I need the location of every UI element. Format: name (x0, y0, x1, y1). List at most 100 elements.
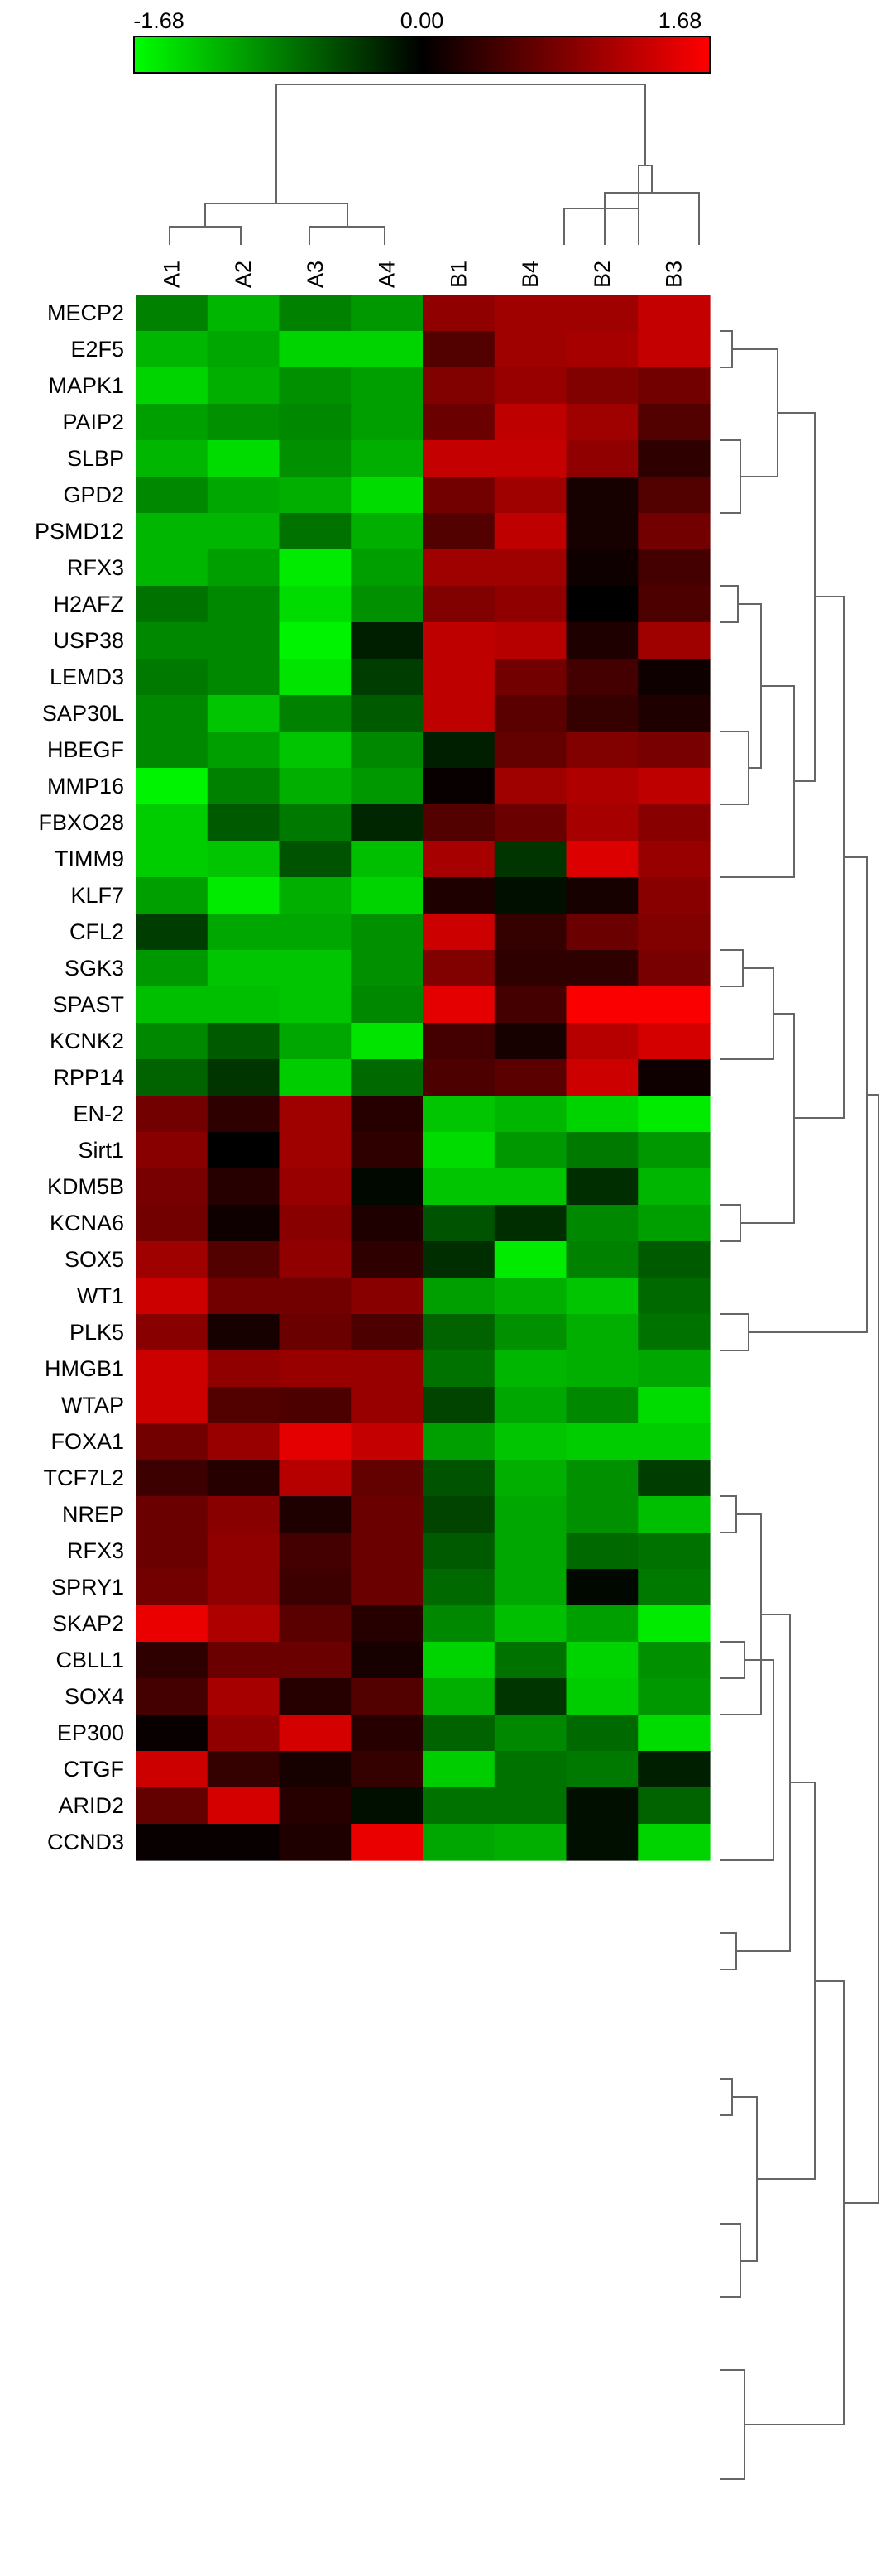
heatmap-cells (136, 295, 711, 1861)
row-label: PLK5 (69, 1320, 124, 1345)
heatmap-cell (494, 1533, 567, 1570)
heatmap-cell (136, 1496, 208, 1533)
heatmap-cell (423, 1460, 496, 1497)
heatmap-cell (638, 1168, 711, 1206)
column-label: A3 (303, 261, 328, 288)
heatmap-cell (136, 986, 208, 1024)
heatmap-cell (638, 950, 711, 987)
heatmap-cell (279, 367, 352, 405)
heatmap-cell (279, 1387, 352, 1424)
heatmap-cell (207, 513, 280, 550)
heatmap-cell (279, 1096, 352, 1133)
heatmap-cell (279, 1278, 352, 1315)
heatmap-cell (351, 804, 424, 842)
heatmap-cell (279, 1496, 352, 1533)
heatmap-cell (566, 477, 639, 514)
heatmap-cell (279, 440, 352, 477)
heatmap-cell (351, 1278, 424, 1315)
heatmap-cell (207, 295, 280, 332)
row-label: TCF7L2 (43, 1465, 124, 1490)
heatmap-cell (638, 549, 711, 587)
heatmap-cell (136, 586, 208, 623)
heatmap-cell (638, 768, 711, 805)
column-label: A2 (231, 261, 256, 288)
heatmap-cell (351, 549, 424, 587)
row-label: HBEGF (47, 737, 124, 762)
colorbar-max-label: 1.68 (658, 8, 702, 33)
heatmap-cell (136, 877, 208, 914)
heatmap-cell (494, 1751, 567, 1788)
heatmap-cell (207, 1168, 280, 1206)
heatmap-cell (423, 1241, 496, 1278)
heatmap-cell (279, 404, 352, 441)
heatmap-cell (207, 331, 280, 368)
heatmap-cell (207, 914, 280, 951)
heatmap-cell (638, 659, 711, 696)
heatmap-cell (423, 1132, 496, 1169)
heatmap-cell (351, 1642, 424, 1679)
heatmap-cell (566, 549, 639, 587)
heatmap-cell (494, 1350, 567, 1388)
heatmap-cell (638, 1278, 711, 1315)
heatmap-cell (136, 1059, 208, 1096)
column-label: B4 (518, 261, 543, 288)
heatmap-cell (279, 1205, 352, 1242)
heatmap-cell (351, 1496, 424, 1533)
heatmap-cell (279, 841, 352, 878)
heatmap-cell (207, 1096, 280, 1133)
heatmap-cell (279, 1678, 352, 1715)
heatmap-cell (279, 695, 352, 732)
heatmap-cell (136, 440, 208, 477)
heatmap-cell (279, 295, 352, 332)
heatmap-cell (136, 841, 208, 878)
heatmap-cell (423, 768, 496, 805)
heatmap-cell (566, 295, 639, 332)
heatmap-cell (423, 1423, 496, 1461)
heatmap-cell (279, 1241, 352, 1278)
heatmap-cell (494, 1460, 567, 1497)
heatmap-cell (423, 1168, 496, 1206)
heatmap-cell (207, 1278, 280, 1315)
heatmap-cell (207, 1605, 280, 1643)
heatmap-cell (207, 367, 280, 405)
heatmap-cell (279, 1569, 352, 1606)
heatmap-cell (566, 622, 639, 660)
heatmap-cell (494, 732, 567, 769)
row-label: GPD2 (63, 482, 124, 507)
heatmap-cell (351, 1314, 424, 1351)
heatmap-cell (494, 1642, 567, 1679)
heatmap-cell (638, 1096, 711, 1133)
heatmap-cell (423, 804, 496, 842)
heatmap-cell (566, 1096, 639, 1133)
row-label: RFX3 (67, 1538, 124, 1563)
heatmap-cell (279, 1132, 352, 1169)
heatmap-cell (351, 1387, 424, 1424)
heatmap-cell (136, 1168, 208, 1206)
heatmap-cell (423, 1642, 496, 1679)
heatmap-cell (494, 1132, 567, 1169)
heatmap-cell (351, 1569, 424, 1606)
heatmap-cell (638, 404, 711, 441)
heatmap-cell (494, 659, 567, 696)
heatmap-cell (494, 1824, 567, 1861)
heatmap-cell (423, 950, 496, 987)
column-dendrogram (169, 84, 700, 245)
column-label: A1 (159, 261, 184, 288)
heatmap-cell (566, 1605, 639, 1643)
heatmap-cell (638, 1350, 711, 1388)
column-labels: A1 A2 A3 A4 B1 B4 B2 B3 (159, 261, 686, 288)
heatmap-cell (566, 804, 639, 842)
heatmap-cell (638, 1787, 711, 1825)
heatmap-cell (494, 1715, 567, 1752)
heatmap-cell (423, 695, 496, 732)
heatmap-cell (638, 1824, 711, 1861)
row-label: CCND3 (47, 1830, 124, 1854)
heatmap-cell (494, 1314, 567, 1351)
heatmap-cell (494, 367, 567, 405)
heatmap-cell (494, 914, 567, 951)
heatmap-cell (279, 659, 352, 696)
heatmap-cell (351, 477, 424, 514)
heatmap-cell (207, 877, 280, 914)
row-label: FBXO28 (38, 810, 124, 835)
heatmap-cell (423, 1059, 496, 1096)
